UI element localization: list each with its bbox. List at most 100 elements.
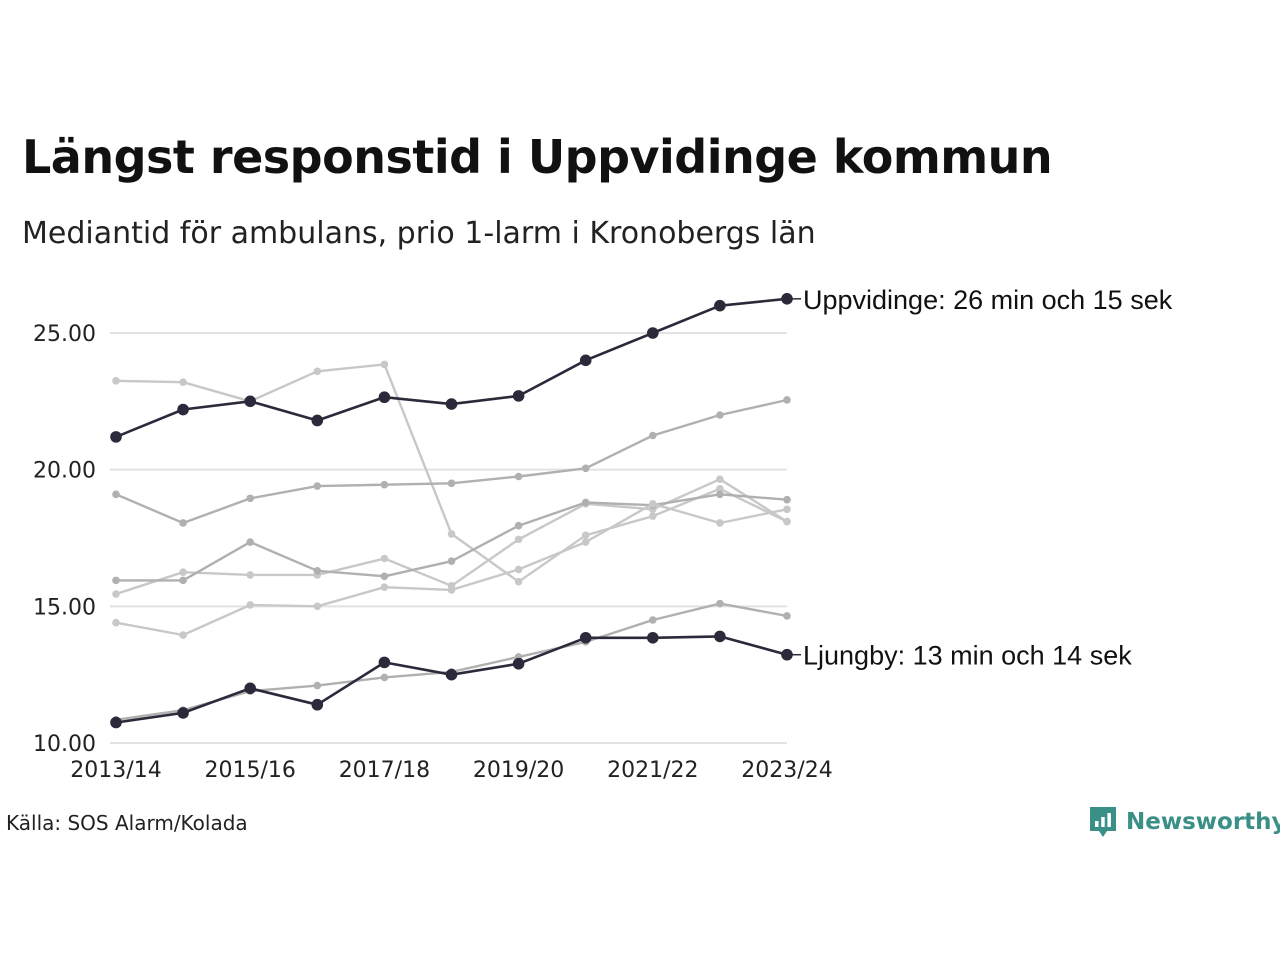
series-background-7-point: [380, 673, 389, 682]
series-background-4-point: [783, 517, 791, 526]
series-background-5-point: [581, 498, 590, 507]
series-background-2-point: [112, 377, 120, 385]
series-background-3-point: [380, 480, 389, 489]
series-uppvidinge-point: [647, 327, 659, 339]
y-axis-ticks: 10.00 15.00 20.00 25.00: [33, 322, 96, 757]
x-tick-label: 2015/16: [204, 758, 295, 783]
series-background-5-point: [716, 490, 724, 499]
series-background-2-point: [649, 512, 657, 520]
series-background-7-point: [783, 612, 791, 620]
series-background-2-point: [514, 577, 523, 586]
x-tick-label: 2021/22: [607, 758, 698, 783]
series-background-6-line: [115, 502, 788, 637]
series-background-4-point: [179, 568, 187, 576]
series-uppvidinge-point: [445, 398, 458, 410]
series-background-2: [112, 360, 791, 586]
x-tick-label: 2017/18: [339, 758, 430, 783]
series-ljungby-point: [110, 716, 122, 729]
series-background-5-point: [179, 576, 187, 585]
series-uppvidinge-point: [244, 395, 256, 408]
series-background-6: [112, 500, 791, 639]
series-uppvidinge-point: [378, 391, 391, 404]
series-background-3-point: [246, 494, 254, 503]
series-background-2-point: [179, 378, 187, 387]
x-tick-label: 2023/24: [741, 758, 832, 783]
series-background-6-point: [179, 631, 187, 639]
series-uppvidinge-point: [781, 293, 793, 305]
series-background-2-point: [447, 530, 456, 538]
series-background-4-point: [514, 535, 523, 544]
series-ljungby-point: [512, 657, 525, 670]
series-background-6-point: [716, 519, 724, 527]
newsworthy-logo-icon: [1090, 807, 1116, 837]
series-background-3-point: [581, 464, 590, 473]
series-background-3-point: [514, 472, 523, 481]
series-background-6-point: [112, 618, 120, 627]
newsworthy-logo-text: Newsworthy: [1126, 809, 1280, 835]
series-background-5-point: [246, 538, 254, 546]
x-axis-ticks: 2013/14 2015/16 2017/18 2019/20 2021/22 2023/…: [70, 758, 832, 783]
series-background-3-point: [179, 519, 187, 527]
y-tick-label: 15.00: [33, 595, 96, 620]
series-ljungby-end-label: Ljungby: 13 min och 14 sek: [803, 641, 1132, 671]
newsworthy-logo: Newsworthy: [1088, 804, 1280, 840]
series-uppvidinge-point: [579, 354, 592, 367]
series-background-6-point: [246, 601, 254, 609]
series-background-4-point: [112, 590, 120, 598]
series-background-4-point: [246, 571, 254, 579]
series-background-3: [112, 396, 791, 527]
series-background-3-point: [649, 431, 657, 440]
series-uppvidinge-point: [177, 403, 189, 416]
series-background-7: [112, 599, 791, 724]
series-uppvidinge-line: [115, 297, 788, 439]
series-uppvidinge-point: [512, 390, 525, 402]
series-background-6-point: [649, 500, 657, 508]
series-ljungby-point: [714, 630, 726, 643]
series-ljungby-point: [378, 656, 391, 669]
series-background-3-point: [783, 396, 791, 404]
series-background-5-point: [447, 557, 456, 566]
series-ljungby-point: [177, 707, 189, 719]
series-background-7-point: [716, 599, 724, 608]
y-tick-label: 20.00: [33, 459, 96, 484]
series-ljungby-point: [647, 631, 659, 644]
source-note: Källa: SOS Alarm/Kolada: [6, 811, 248, 835]
series-ljungby-point: [244, 682, 256, 695]
highlight-series: [110, 293, 793, 729]
series-uppvidinge-point: [110, 431, 122, 443]
chart-title: Längst responstid i Uppvidinge kommun: [22, 130, 1053, 184]
series-ljungby-point: [579, 631, 592, 644]
series-background-7-point: [649, 616, 657, 624]
end-labels: Uppvidinge: 26 min och 15 sek Ljungby: 13…: [791, 285, 1173, 671]
series-background-2-point: [313, 367, 322, 376]
series-background-5-point: [313, 567, 322, 575]
series-background-2-point: [716, 485, 724, 493]
series-background-3-point: [313, 482, 322, 490]
series-background-4-point: [716, 475, 724, 484]
y-tick-label: 25.00: [33, 322, 96, 347]
series-ljungby-point: [445, 668, 458, 681]
series-background-3-point: [112, 490, 120, 499]
series-ljungby-point: [781, 648, 793, 661]
y-tick-label: 10.00: [33, 732, 96, 757]
series-background-3-point: [447, 479, 456, 488]
series-background-3-line: [115, 398, 788, 525]
series-background-5-point: [380, 572, 389, 581]
series-background-6-point: [514, 565, 523, 574]
series-background-6-point: [447, 586, 456, 594]
series-uppvidinge-end-label: Uppvidinge: 26 min och 15 sek: [803, 285, 1173, 315]
chart-subtitle: Mediantid för ambulans, prio 1-larm i Kr…: [22, 216, 816, 251]
series-background-2-point: [380, 360, 389, 369]
series-background-7-point: [313, 681, 322, 690]
series-ljungby: [110, 630, 793, 729]
series-background-3-point: [716, 411, 724, 419]
series-ljungby-point: [311, 698, 324, 711]
series-background-5-point: [783, 495, 791, 504]
series-uppvidinge: [110, 293, 793, 443]
series-background-5: [112, 490, 791, 585]
grid-lines: [110, 332, 787, 744]
x-tick-label: 2019/20: [473, 758, 564, 783]
series-background-5-point: [112, 576, 120, 585]
series-uppvidinge-point: [311, 414, 324, 427]
